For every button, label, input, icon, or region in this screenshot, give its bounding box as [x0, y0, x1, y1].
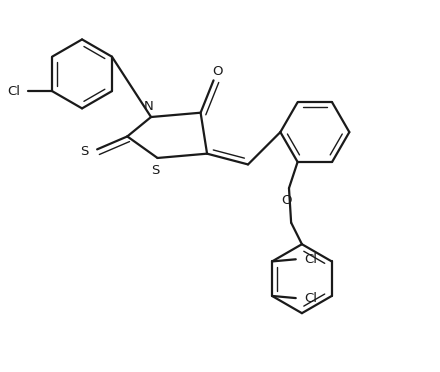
- Text: O: O: [213, 65, 223, 78]
- Text: S: S: [80, 145, 88, 158]
- Text: Cl: Cl: [304, 292, 317, 305]
- Text: Cl: Cl: [7, 85, 20, 98]
- Text: N: N: [144, 100, 154, 113]
- Text: S: S: [151, 164, 160, 177]
- Text: Cl: Cl: [304, 253, 317, 266]
- Text: O: O: [282, 194, 292, 207]
